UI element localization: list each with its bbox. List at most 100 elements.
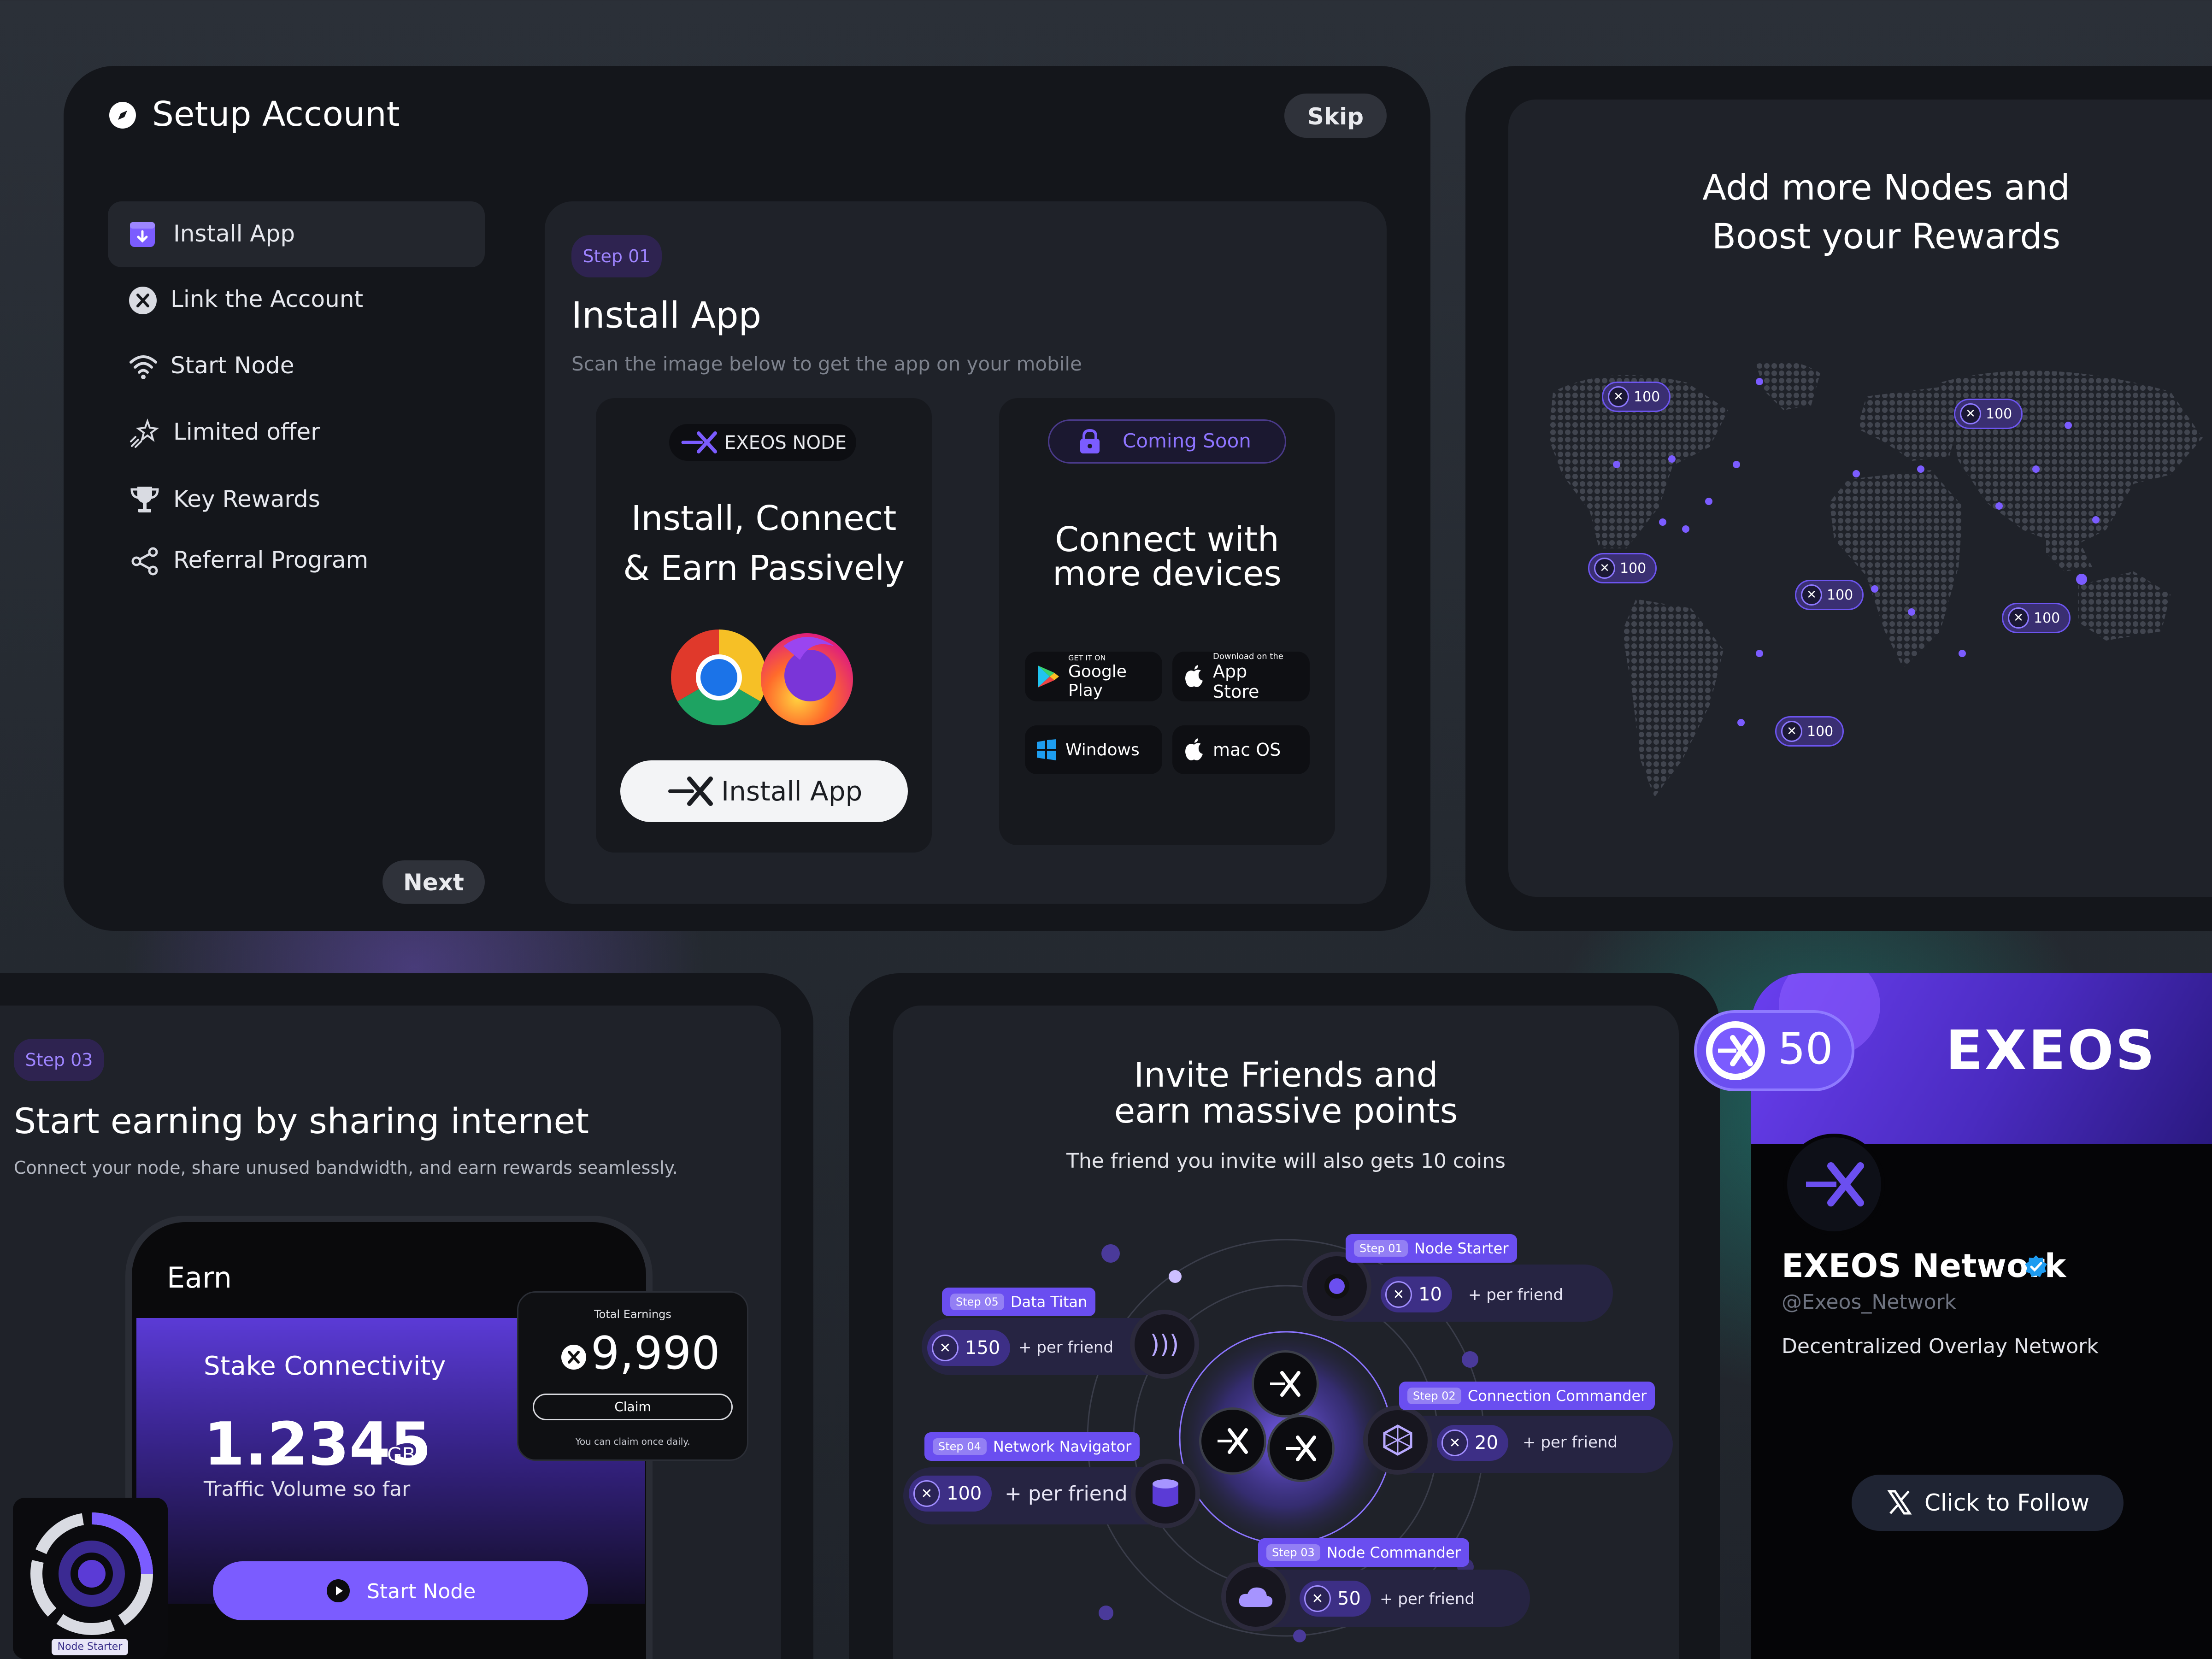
map-title-2: Boost your Rewards bbox=[1712, 216, 2061, 257]
exeos-x-node-icon bbox=[1252, 1350, 1319, 1418]
map-dot bbox=[1853, 470, 1860, 477]
profile-handle: @Exeos_Network bbox=[1782, 1290, 1957, 1314]
map-dot bbox=[1917, 465, 1924, 473]
map-dot bbox=[1659, 518, 1666, 526]
page-title: Setup Account bbox=[152, 94, 400, 134]
sidebar-item-install-app[interactable] bbox=[108, 201, 485, 267]
reward-label: Step 04 Network Navigator bbox=[924, 1432, 1140, 1461]
node-value: 100 bbox=[1634, 388, 1660, 405]
profile-bio: Decentralized Overlay Network bbox=[1782, 1335, 2099, 1358]
database-icon bbox=[1131, 1459, 1200, 1528]
wave-icon: ))) bbox=[1130, 1310, 1199, 1379]
sidebar-item-label: Limited offer bbox=[173, 418, 320, 445]
reward-count: ✕ 10 bbox=[1381, 1277, 1452, 1312]
next-label: Next bbox=[403, 869, 464, 896]
map-dot bbox=[1613, 461, 1620, 468]
traffic-label: Traffic Volume so far bbox=[204, 1477, 411, 1501]
install-heading-1: Install, Connect bbox=[631, 499, 897, 538]
exeos-x-node-icon bbox=[1199, 1407, 1266, 1475]
stake-title: Stake Connectivity bbox=[204, 1351, 446, 1381]
windows-button[interactable]: Windows bbox=[1025, 725, 1162, 774]
cube-network-icon bbox=[1363, 1406, 1432, 1475]
skip-label: Skip bbox=[1307, 103, 1364, 130]
banner-logo: EXEOS bbox=[1946, 1018, 2157, 1082]
reward-count: ✕ 20 bbox=[1437, 1425, 1508, 1461]
skip-button[interactable] bbox=[1284, 94, 1387, 138]
store-small-text: Download on the bbox=[1213, 651, 1283, 661]
map-dot bbox=[1908, 608, 1915, 616]
store-big-text: App Store bbox=[1213, 661, 1259, 702]
chrome-icon bbox=[669, 628, 769, 727]
map-node-pill[interactable]: ✕ 100 bbox=[1775, 716, 1844, 747]
app-store-button[interactable]: Download on the App Store bbox=[1172, 651, 1310, 702]
store-big-text: Google Play bbox=[1068, 662, 1127, 700]
map-dot bbox=[2065, 422, 2072, 429]
node-value: 100 bbox=[1827, 587, 1853, 603]
reward-label: Step 05 Data Titan bbox=[942, 1288, 1096, 1316]
claim-note: You can claim once daily. bbox=[575, 1436, 690, 1447]
macos-button[interactable]: mac OS bbox=[1172, 725, 1310, 774]
profile-avatar bbox=[1783, 1134, 1885, 1235]
map-dot bbox=[2092, 516, 2100, 524]
exeos-x-icon: ✕ bbox=[1304, 1585, 1331, 1612]
compass-icon bbox=[108, 100, 137, 130]
store-big-text: Windows bbox=[1065, 740, 1140, 759]
reward-name: Network Navigator bbox=[993, 1438, 1132, 1455]
firefox-icon bbox=[756, 628, 858, 727]
reward-value: 10 bbox=[1418, 1284, 1442, 1305]
map-dot bbox=[1737, 719, 1745, 726]
x-logo-icon bbox=[1887, 1489, 1912, 1515]
start-node-button[interactable] bbox=[213, 1561, 588, 1620]
lock-icon bbox=[1078, 429, 1101, 454]
earn-title: Start earning by sharing internet bbox=[14, 1100, 589, 1141]
exeos-x-node-icon bbox=[1267, 1415, 1335, 1482]
exeos-x-icon: ✕ bbox=[1960, 403, 1981, 424]
windows-icon bbox=[1036, 739, 1057, 760]
download-box-icon bbox=[128, 220, 157, 249]
reward-step: Step 01 bbox=[1354, 1240, 1408, 1257]
map-dot bbox=[1668, 455, 1676, 463]
reward-count: ✕ 150 bbox=[927, 1330, 1011, 1366]
sidebar-item-label: Start Node bbox=[171, 352, 294, 379]
map-node-pill[interactable]: ✕ 100 bbox=[1954, 399, 2023, 429]
exeos-coin-icon bbox=[1704, 1019, 1767, 1082]
reward-name: Node Commander bbox=[1326, 1544, 1461, 1561]
map-node-pill[interactable]: ✕ 100 bbox=[2002, 603, 2071, 633]
reward-per: + per friend bbox=[1005, 1482, 1128, 1506]
claim-button[interactable] bbox=[533, 1394, 733, 1420]
reward-step: Step 05 bbox=[950, 1294, 1004, 1310]
reward-value: 50 bbox=[1337, 1588, 1361, 1609]
exeos-x-icon: ✕ bbox=[1385, 1281, 1412, 1308]
node-value: 100 bbox=[1986, 406, 2012, 422]
sidebar-item-start-node[interactable] bbox=[108, 339, 485, 399]
map-dot bbox=[1733, 461, 1740, 468]
node-value: 100 bbox=[1807, 723, 1834, 740]
map-node-pill[interactable]: ✕ 100 bbox=[1602, 382, 1671, 412]
reward-value: 150 bbox=[965, 1337, 1000, 1359]
exeos-x-icon: ✕ bbox=[932, 1335, 959, 1361]
map-dot bbox=[1682, 525, 1689, 533]
next-button[interactable] bbox=[382, 860, 485, 904]
exeos-x-icon: ✕ bbox=[1801, 584, 1822, 606]
devices-heading-1: Connect with bbox=[1055, 520, 1279, 559]
invite-subtitle: The friend you invite will also gets 10 … bbox=[1066, 1149, 1506, 1173]
reward-value: 100 bbox=[947, 1483, 982, 1504]
sidebar-item-label: Referral Program bbox=[173, 547, 369, 573]
store-small-text: GET IT ON bbox=[1068, 653, 1106, 662]
play-circle-icon bbox=[326, 1579, 350, 1603]
node-value: 100 bbox=[1620, 560, 1647, 577]
node-ring-icon bbox=[1302, 1252, 1371, 1321]
map-dot bbox=[2076, 574, 2087, 585]
exeos-x-icon: ✕ bbox=[1781, 721, 1802, 742]
reward-per: + per friend bbox=[1018, 1338, 1114, 1357]
map-node-pill[interactable]: ✕ 100 bbox=[1588, 553, 1657, 583]
devices-heading-2: more devices bbox=[1053, 554, 1282, 594]
map-node-pill[interactable]: ✕ 100 bbox=[1795, 580, 1864, 610]
map-dot bbox=[1756, 650, 1763, 657]
invite-title-1: Invite Friends and bbox=[1134, 1055, 1438, 1095]
google-play-button[interactable]: GET IT ON Google Play bbox=[1025, 652, 1162, 701]
step-badge: Step 01 bbox=[571, 235, 662, 277]
earn-subtitle: Connect your node, share unused bandwidt… bbox=[14, 1158, 678, 1178]
invite-title-2: earn massive points bbox=[1114, 1091, 1458, 1131]
wifi-icon bbox=[128, 352, 159, 381]
